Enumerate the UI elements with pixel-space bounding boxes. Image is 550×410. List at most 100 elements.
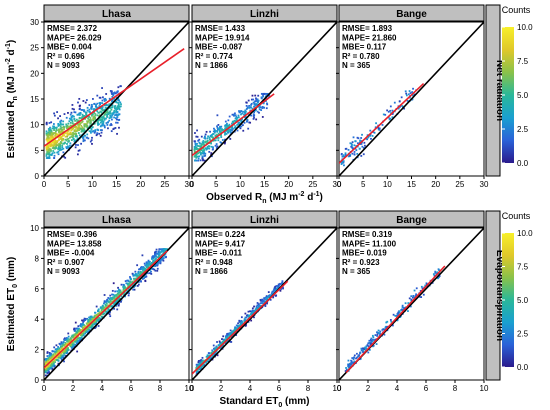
- scatter-point: [80, 323, 82, 325]
- scatter-point: [233, 119, 236, 122]
- scatter-point: [211, 350, 214, 353]
- panel-title: Lhasa: [102, 9, 131, 20]
- scatter-point: [49, 132, 52, 135]
- scatter-point: [143, 262, 146, 265]
- scatter-point: [222, 341, 225, 343]
- scatter-point: [116, 300, 119, 302]
- scatter-point: [58, 347, 61, 350]
- scatter-point: [203, 137, 206, 139]
- scatter-point: [63, 155, 65, 158]
- scatter-point: [61, 144, 64, 147]
- scatter-point: [271, 290, 274, 293]
- scatter-point: [251, 309, 254, 312]
- scatter-point: [391, 324, 394, 327]
- scatter-point: [51, 350, 54, 353]
- scatter-point: [396, 312, 399, 315]
- scatter-point: [362, 347, 364, 350]
- scatter-point: [252, 113, 255, 116]
- colorbar-title: Counts: [502, 211, 531, 221]
- scatter-point: [51, 127, 54, 130]
- scatter-point: [397, 107, 400, 110]
- scatter-point: [353, 356, 355, 359]
- scatter-point: [57, 146, 60, 149]
- scatter-point: [86, 133, 89, 136]
- scatter-point: [67, 332, 70, 335]
- scatter-point: [355, 357, 357, 360]
- scatter-point: [116, 111, 119, 114]
- scatter-point: [101, 102, 103, 105]
- scatter-point: [88, 104, 91, 106]
- scatter-point: [216, 130, 219, 133]
- scatter-point: [370, 342, 372, 345]
- scatter-point: [353, 151, 356, 153]
- scatter-point: [46, 137, 48, 140]
- scatter-point: [238, 111, 241, 113]
- scatter-point: [226, 334, 228, 337]
- scatter-point: [88, 316, 90, 319]
- stat-line: N = 365: [342, 61, 371, 70]
- scatter-point: [193, 148, 196, 151]
- scatter-point: [45, 369, 48, 372]
- scatter-point: [73, 328, 75, 331]
- scatter-point: [108, 306, 111, 308]
- scatter-point: [238, 319, 241, 322]
- scatter-point: [242, 110, 244, 113]
- scatter-point: [57, 346, 59, 348]
- scatter-point: [58, 138, 60, 141]
- scatter-point: [237, 122, 240, 125]
- scatter-point: [204, 137, 207, 140]
- scatter-point: [240, 316, 243, 319]
- x-tick-label: 20: [136, 180, 145, 189]
- scatter-point: [90, 130, 92, 133]
- scatter-point: [113, 297, 115, 300]
- scatter-point: [67, 146, 70, 149]
- identity-line: [192, 22, 337, 176]
- scatter-point: [257, 303, 260, 305]
- scatter-point: [82, 323, 85, 326]
- scatter-point: [409, 92, 412, 94]
- scatter-point: [74, 321, 77, 324]
- scatter-point: [47, 367, 50, 370]
- scatter-point: [437, 277, 439, 280]
- scatter-point: [136, 264, 139, 267]
- scatter-point: [237, 322, 239, 325]
- scatter-point: [157, 260, 160, 263]
- scatter-point: [386, 320, 389, 323]
- scatter-point: [410, 299, 413, 302]
- scatter-point: [115, 293, 118, 296]
- scatter-point: [89, 319, 92, 322]
- scatter-point: [203, 151, 206, 154]
- scatter-point: [375, 343, 378, 345]
- scatter-point: [113, 91, 116, 94]
- y-tick-label: 2: [35, 346, 40, 355]
- scatter-point: [195, 372, 198, 375]
- scatter-point: [365, 345, 368, 348]
- scatter-point: [281, 281, 284, 284]
- scatter-point: [97, 320, 100, 323]
- y-ticks: [189, 21, 192, 177]
- scatter-point: [54, 353, 57, 356]
- stat-line: MBE= 0.004: [47, 43, 92, 52]
- scatter-point: [377, 329, 380, 332]
- scatter-point: [224, 133, 226, 136]
- scatter-point: [68, 125, 71, 128]
- scatter-point: [162, 250, 165, 253]
- scatter-point: [120, 300, 122, 303]
- scatter-point: [275, 287, 278, 290]
- scatter-point: [129, 285, 132, 288]
- scatter-point: [57, 148, 60, 151]
- scatter-point: [344, 153, 347, 156]
- scatter-point: [200, 135, 203, 138]
- scatter-point: [360, 137, 363, 139]
- scatter-point: [221, 341, 224, 344]
- scatter-point: [396, 314, 399, 317]
- scatter-point: [84, 319, 87, 322]
- scatter-point: [46, 372, 49, 374]
- scatter-point: [348, 362, 351, 365]
- scatter-point: [199, 361, 202, 363]
- x-tick-label: 30: [333, 180, 342, 189]
- scatter-point: [366, 344, 369, 346]
- scatter-point: [80, 124, 83, 127]
- scatter-point: [70, 139, 73, 142]
